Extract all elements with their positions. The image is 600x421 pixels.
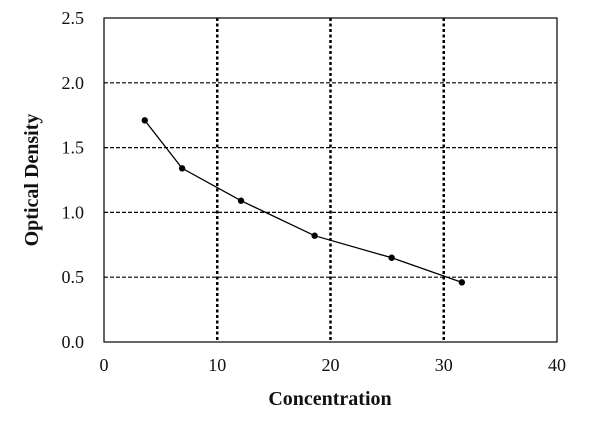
y-tick-label: 1.5: [62, 138, 85, 158]
y-axis-title: Optical Density: [21, 114, 43, 247]
y-tick-label: 1.0: [62, 202, 85, 222]
x-tick-label: 20: [322, 355, 340, 375]
data-point: [178, 165, 186, 172]
series-layer: [141, 117, 466, 286]
y-axis-ticks: 0.0 0.5 1.0 1.5 2.0 2.5: [62, 8, 85, 352]
y-tick-label: 0.0: [62, 332, 85, 352]
x-axis-title: Concentration: [268, 388, 391, 410]
x-tick-label: 0: [100, 355, 109, 375]
y-tick-label: 2.5: [62, 8, 85, 28]
grid-lines: [104, 18, 557, 342]
series-line: [144, 120, 463, 284]
plot-area-frame: [103, 17, 558, 343]
x-tick-label: 30: [435, 355, 453, 375]
data-point: [458, 279, 466, 286]
x-axis-ticks: 0 10 20 30 40: [100, 355, 567, 375]
x-tick-label: 10: [208, 355, 226, 375]
data-point: [141, 117, 148, 124]
y-tick-label: 2.0: [62, 73, 85, 93]
data-point: [388, 254, 395, 261]
data-point: [237, 197, 245, 204]
x-tick-label: 40: [548, 355, 566, 375]
data-point: [311, 232, 318, 239]
y-tick-label: 0.5: [62, 267, 85, 287]
